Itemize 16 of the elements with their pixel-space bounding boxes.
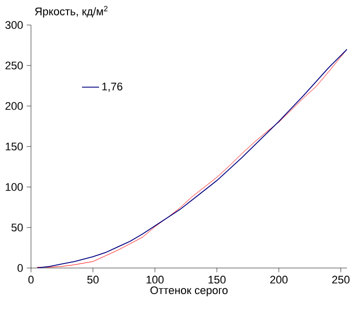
x-tick-label: 100 (146, 276, 164, 284)
y-axis-title: Яркость, кд/м$^{2}$ (35, 6, 108, 18)
y-tick-label: 100 (6, 183, 23, 191)
y-tick-label: 0 (18, 264, 23, 272)
y-tick-label: 50 (11, 224, 23, 232)
x-tick-label: 200 (270, 276, 288, 284)
x-axis-title: Оттенок серого (150, 286, 228, 296)
legend-label: 1,76 (102, 82, 122, 92)
x-tick-label: 0 (28, 276, 34, 284)
y-tick-label: 300 (5, 21, 23, 29)
y-tick-label: 250 (5, 62, 23, 70)
x-tick-label: 150 (208, 276, 226, 284)
y-tick-label: 150 (6, 142, 23, 150)
x-tick-label: 250 (332, 276, 350, 284)
y-tick-label: 200 (5, 102, 23, 110)
x-tick-label: 50 (87, 276, 99, 284)
